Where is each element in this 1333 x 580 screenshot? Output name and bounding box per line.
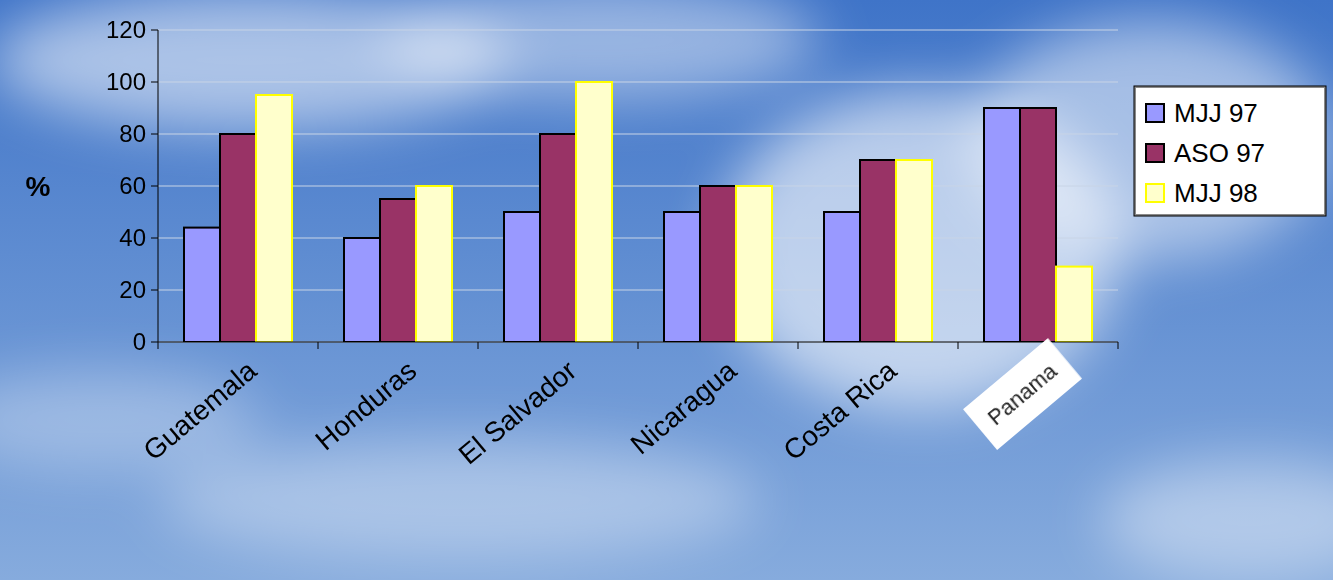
bar: [736, 186, 772, 342]
bar: [540, 134, 576, 342]
grid-line: [158, 134, 1118, 135]
chart: 0 20 40 60 80 100 120% Guatemala Honduras El Salv…: [0, 0, 1333, 580]
x-label-group: Costa Rica: [777, 354, 902, 466]
y-tick-label: 100: [106, 68, 146, 95]
clouds: [0, 0, 1333, 580]
y-axis-title: %: [26, 171, 51, 202]
y-tick-label: 20: [119, 276, 146, 303]
bar: [984, 108, 1020, 342]
x-label-group: Guatemala: [137, 354, 262, 466]
y-tick: [151, 342, 158, 343]
bars: [184, 82, 1092, 342]
x-tick-label: Guatemala: [137, 354, 262, 466]
legend-box: [1134, 86, 1326, 216]
x-tick: [318, 342, 319, 349]
bar: [380, 199, 416, 342]
x-tick: [798, 342, 799, 349]
bar: [700, 186, 736, 342]
x-tick: [958, 342, 959, 349]
bar: [576, 82, 612, 342]
grid-line: [158, 290, 1118, 291]
y-tick: [151, 82, 158, 83]
label-box: [963, 338, 1082, 450]
y-tick: [151, 134, 158, 135]
x-tick-label: Honduras: [309, 355, 422, 457]
bar: [504, 212, 540, 342]
bar: [256, 95, 292, 342]
bar: [1056, 267, 1092, 342]
x-label-group: Nicaragua: [625, 354, 743, 460]
legend-swatch: [1146, 184, 1164, 202]
chart-root: 0 20 40 60 80 100 120% Guatemala Honduras El Salv…: [0, 0, 1333, 580]
y-tick: [151, 186, 158, 187]
legend-label: MJJ 97: [1174, 98, 1258, 128]
legend-label: ASO 97: [1174, 138, 1265, 168]
x-label-group: El Salvador: [453, 355, 583, 471]
y-tick-label: 120: [106, 16, 146, 43]
bar: [344, 238, 380, 342]
x-tick: [158, 342, 159, 349]
bar: [184, 228, 220, 342]
y-tick-label: 60: [119, 172, 146, 199]
x-tick: [638, 342, 639, 349]
y-tick-label: 80: [119, 120, 146, 147]
y-tick-label: 40: [119, 224, 146, 251]
legend-inner: [1136, 88, 1324, 214]
bar: [824, 212, 860, 342]
bar: [416, 186, 452, 342]
x-tick: [478, 342, 479, 349]
legend-swatch: [1146, 144, 1164, 162]
legend-swatch: [1146, 104, 1164, 122]
x-tick-label: Nicaragua: [625, 354, 743, 460]
y-axis: [158, 30, 159, 342]
y-tick: [151, 238, 158, 239]
bar: [896, 160, 932, 342]
x-label-group: Panama: [963, 338, 1082, 450]
grid-line: [158, 186, 1118, 187]
x-label-group: Honduras: [309, 355, 422, 457]
x-tick: [1118, 342, 1119, 349]
y-tick: [151, 290, 158, 291]
y-tick-label: 0: [133, 328, 146, 355]
bar: [220, 134, 256, 342]
x-tick-label: El Salvador: [453, 355, 583, 471]
y-tick: [151, 30, 158, 31]
grid-line: [158, 238, 1118, 239]
bar: [1020, 108, 1056, 342]
bar: [664, 212, 700, 342]
grid-line: [158, 30, 1118, 31]
legend-label: MJJ 98: [1174, 178, 1258, 208]
bar: [860, 160, 896, 342]
x-tick-label: Costa Rica: [777, 354, 902, 466]
x-tick-label: Panama: [983, 358, 1062, 430]
grid-line: [158, 82, 1118, 83]
